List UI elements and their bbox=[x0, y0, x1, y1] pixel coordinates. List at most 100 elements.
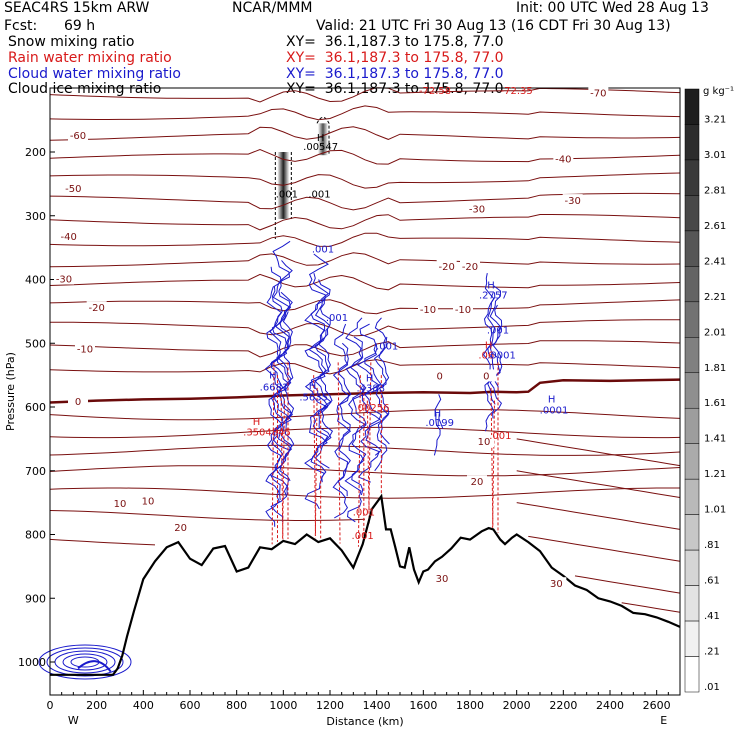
rain-water-contour bbox=[490, 387, 494, 526]
colorbar-swatch bbox=[684, 266, 700, 303]
cloud-water-contour bbox=[314, 279, 332, 469]
isotherm-line bbox=[516, 470, 681, 498]
isotherm-line bbox=[49, 487, 680, 499]
cloud-water-contour bbox=[356, 323, 383, 483]
isotherm-label: 30 bbox=[436, 574, 449, 585]
y-tick-label: 200 bbox=[25, 146, 46, 159]
colorbar-swatch bbox=[684, 159, 700, 196]
colorbar-swatch bbox=[684, 372, 700, 409]
x-tick-label: 1400 bbox=[363, 699, 391, 712]
colorbar-label: 2.41 bbox=[704, 256, 726, 267]
isotherm-label-bg bbox=[86, 301, 107, 314]
colorbar-swatch bbox=[684, 514, 700, 551]
isotherm-label-bg bbox=[418, 303, 438, 316]
isotherm-line bbox=[621, 602, 681, 613]
field-annotation: .3504845 bbox=[243, 428, 291, 439]
cloud-water-contour bbox=[378, 336, 390, 445]
header-init: Init: 00 UTC Wed 28 Aug 13 bbox=[516, 0, 709, 16]
rain-water-contour bbox=[357, 375, 361, 547]
cloud-water-contour bbox=[337, 342, 352, 497]
isotherm-line bbox=[49, 510, 366, 521]
y-axis-label: Pressure (hPa) bbox=[4, 352, 17, 431]
colorbar-label: .41 bbox=[704, 611, 720, 622]
isotherm-label: 0 bbox=[436, 371, 442, 382]
isotherm-line bbox=[528, 535, 681, 562]
field-annotation: .4383 bbox=[357, 384, 386, 395]
field-snow-xy: XY= 36.1,187.3 to 175.8, 77.0 bbox=[286, 34, 504, 50]
field-cloud-name: Cloud water mixing ratio bbox=[8, 66, 181, 82]
isotherm-label-bg bbox=[138, 494, 158, 507]
isotherm-line bbox=[49, 340, 681, 358]
colorbar-label: 3.01 bbox=[704, 150, 726, 161]
isotherm-label: 0 bbox=[483, 371, 489, 382]
field-snow-name: Snow mixing ratio bbox=[8, 34, 135, 50]
cloud-water-contour bbox=[269, 240, 292, 522]
isotherm-label: -10 bbox=[420, 305, 436, 316]
isotherm-label: -70 bbox=[590, 88, 606, 99]
field-annotation: .001 bbox=[276, 189, 298, 200]
isotherm-label-bg bbox=[476, 369, 497, 382]
isotherm-line bbox=[49, 148, 681, 165]
freezing-level-line bbox=[49, 378, 681, 404]
colorbar-swatch bbox=[684, 195, 700, 232]
rain-water-contour bbox=[271, 362, 275, 545]
colorbar-swatch bbox=[684, 230, 700, 267]
isotherm-label: -30 bbox=[564, 196, 580, 207]
field-annotation: .00547 bbox=[303, 142, 338, 153]
isotherm-label-bg bbox=[75, 342, 95, 355]
x-tick-label: 1200 bbox=[316, 699, 344, 712]
colorbar-label: 2.81 bbox=[704, 185, 726, 196]
isotherm-label: -40 bbox=[555, 155, 571, 166]
isotherm-label-bg bbox=[588, 86, 609, 99]
field-annotation: .0001 bbox=[540, 405, 569, 416]
field-annotation: H bbox=[548, 395, 556, 406]
field-annotation: .6681 bbox=[260, 382, 289, 393]
cloud-water-contour bbox=[282, 311, 295, 455]
isotherm-line bbox=[516, 502, 681, 530]
isotherm-label-bg bbox=[432, 572, 452, 585]
snow-column-outline bbox=[274, 152, 292, 239]
cloud-water-contour bbox=[264, 266, 284, 527]
colorbar-label: 2.21 bbox=[704, 292, 726, 303]
colorbar-label: 1.21 bbox=[704, 469, 726, 480]
cloud-water-contour bbox=[489, 285, 503, 419]
field-annotation: -72.35 bbox=[501, 86, 533, 97]
colorbar-swatch bbox=[684, 478, 700, 515]
isotherm-label-bg bbox=[170, 521, 191, 534]
field-annotation: .001 bbox=[312, 245, 334, 256]
x-tick-label: 0 bbox=[47, 699, 54, 712]
isotherm-line bbox=[49, 105, 681, 121]
isotherm-line bbox=[49, 409, 681, 421]
header-model: SEAC4RS 15km ARW bbox=[4, 0, 150, 16]
rain-water-contour bbox=[314, 387, 318, 539]
field-annotation: .001 bbox=[308, 189, 330, 200]
x-axis-label: Distance (km) bbox=[326, 715, 403, 728]
isotherm-label-bg bbox=[453, 303, 473, 316]
colorbar-label: .21 bbox=[704, 647, 720, 658]
terrain-line bbox=[50, 493, 681, 676]
isotherm-label: 10 bbox=[142, 496, 155, 507]
colorbar-swatch bbox=[684, 301, 700, 338]
field-annotation: H bbox=[253, 417, 261, 428]
isotherm-label-bg bbox=[553, 152, 574, 165]
y-tick-label: 700 bbox=[25, 465, 46, 478]
rain-water-contour bbox=[492, 400, 495, 528]
colorbar-label: .61 bbox=[704, 576, 720, 587]
field-annotation: .00256 bbox=[355, 403, 390, 414]
x-tick-label: 200 bbox=[86, 699, 107, 712]
isotherm-line bbox=[49, 214, 681, 231]
field-annotation: H bbox=[317, 133, 325, 144]
header-center: NCAR/MMM bbox=[232, 0, 313, 16]
field-ice-name: Cloud ice mixing ratio bbox=[8, 81, 162, 97]
isotherm-label: 0 bbox=[75, 397, 81, 408]
isotherm-line bbox=[49, 172, 681, 189]
field-cloud-xy: XY= 36.1,187.3 to 175.8, 77.0 bbox=[286, 66, 504, 82]
colorbar-swatch bbox=[684, 549, 700, 586]
isotherm-label: -50 bbox=[65, 184, 81, 195]
y-tick-label: 300 bbox=[25, 210, 46, 223]
colorbar-label: 1.01 bbox=[704, 505, 726, 516]
colorbar-swatch bbox=[684, 585, 700, 622]
isotherm-label-bg bbox=[546, 577, 567, 590]
isotherm-line bbox=[49, 426, 681, 439]
isotherm-line bbox=[516, 438, 681, 467]
